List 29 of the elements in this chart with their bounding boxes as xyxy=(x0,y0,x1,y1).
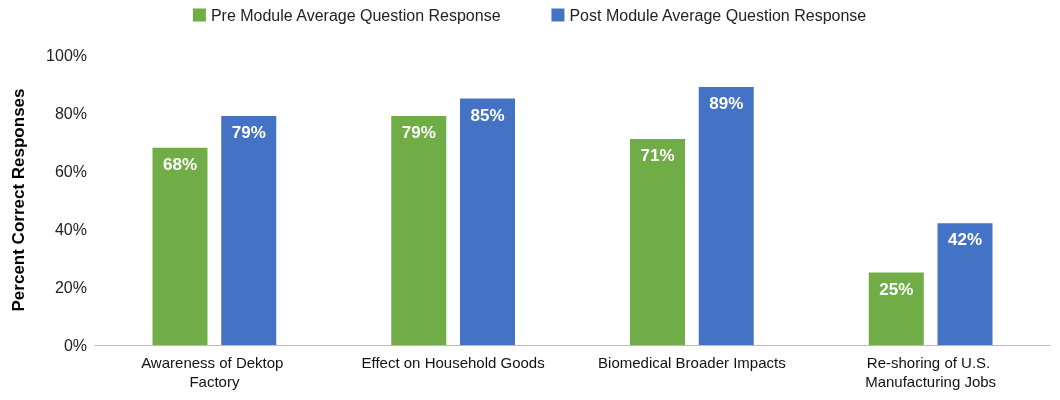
data-label: 71% xyxy=(640,146,675,166)
x-tick-label: Effect on Household Goods xyxy=(361,354,545,371)
data-label: 89% xyxy=(709,93,744,113)
data-label: 68% xyxy=(162,154,198,174)
y-tick-label: 0% xyxy=(63,336,87,354)
bar xyxy=(152,147,208,345)
x-tick-label: Re-shoring of U.S. Manufacturing Jobs xyxy=(865,354,997,390)
bar xyxy=(868,272,924,345)
bar xyxy=(391,115,447,345)
y-axis-title: Percent Correct Responses xyxy=(9,88,28,312)
data-label: 85% xyxy=(470,105,505,125)
x-tick-label: Biomedical Broader Impacts xyxy=(598,354,786,371)
data-label: 25% xyxy=(879,279,914,299)
data-label: 79% xyxy=(231,122,266,142)
y-tick-label: 100% xyxy=(46,46,87,64)
bar xyxy=(937,223,993,345)
y-tick-label: 80% xyxy=(54,104,87,122)
legend-label: Post Module Average Question Response xyxy=(569,6,867,24)
y-tick-label: 60% xyxy=(54,162,87,180)
x-tick-label: Awareness of Dektop Factory xyxy=(141,354,288,390)
legend-label: Pre Module Average Question Response xyxy=(210,6,501,24)
data-label: 42% xyxy=(947,230,983,250)
data-label: 79% xyxy=(401,122,436,142)
bar xyxy=(460,98,515,345)
bar xyxy=(630,139,685,345)
y-tick-label: 20% xyxy=(54,278,87,296)
y-tick-label: 40% xyxy=(54,220,87,238)
bar xyxy=(698,86,754,345)
bar xyxy=(221,115,277,345)
